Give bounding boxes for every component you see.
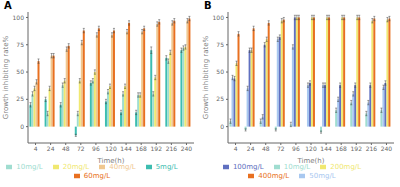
svg-text:240: 240 (381, 145, 392, 152)
html-text:20mg/L: 20mg/L (62, 163, 90, 171)
svg-text:144: 144 (120, 145, 132, 152)
html-text:400mg/L: 400mg/L (258, 172, 290, 180)
svg-text:0: 0 (20, 123, 24, 130)
svg-text:96: 96 (92, 145, 100, 152)
svg-text:216: 216 (166, 145, 178, 152)
html-text:B: B (204, 0, 212, 11)
svg-text:72: 72 (77, 145, 85, 152)
svg-text:24: 24 (247, 145, 255, 152)
svg-text:48: 48 (262, 145, 270, 152)
svg-text:96: 96 (292, 145, 300, 152)
svg-text:25: 25 (16, 95, 24, 102)
svg-text:4: 4 (234, 145, 238, 152)
svg-text:50: 50 (216, 68, 224, 75)
svg-text:144: 144 (320, 145, 332, 152)
svg-text:24: 24 (47, 145, 55, 152)
svg-text:4: 4 (34, 145, 38, 152)
svg-text:48: 48 (62, 145, 70, 152)
svg-text:120: 120 (105, 145, 117, 152)
html-text:200mg/L: 200mg/L (330, 163, 362, 171)
svg-text:192: 192 (351, 145, 363, 152)
svg-text:168: 168 (135, 145, 147, 152)
svg-text:100: 100 (13, 14, 25, 21)
html-text:10mg/L: 10mg/L (16, 163, 43, 171)
svg-text:75: 75 (216, 41, 224, 48)
svg-text:25: 25 (216, 95, 224, 102)
html-text:5mg/L: 5mg/L (155, 163, 178, 171)
svg-text:216: 216 (366, 145, 378, 152)
svg-text:72: 72 (277, 145, 285, 152)
html-text:40mg/L: 40mg/L (109, 163, 136, 171)
html-text:10mg/L: 10mg/L (283, 163, 311, 171)
svg-text:Time(h): Time(h) (96, 157, 124, 165)
svg-text:50: 50 (16, 68, 24, 75)
svg-text:75: 75 (16, 41, 24, 48)
html-text:50mg/L: 50mg/L (309, 172, 336, 180)
svg-text:240: 240 (181, 145, 193, 152)
html-text:A: A (4, 0, 12, 11)
html-text:100mg/L: 100mg/L (232, 163, 264, 171)
svg-text:100: 100 (213, 14, 225, 21)
svg-text:Time(h): Time(h) (296, 157, 324, 165)
svg-text:192: 192 (151, 145, 163, 152)
html-text:60mg/L: 60mg/L (83, 172, 111, 180)
svg-text:168: 168 (335, 145, 347, 152)
svg-text:Growth inhibiting rate%: Growth inhibiting rate% (8, 35, 10, 119)
svg-text:Growth inhibiting rate%: Growth inhibiting rate% (202, 35, 210, 119)
svg-text:120: 120 (305, 145, 317, 152)
svg-text:0: 0 (220, 123, 224, 130)
